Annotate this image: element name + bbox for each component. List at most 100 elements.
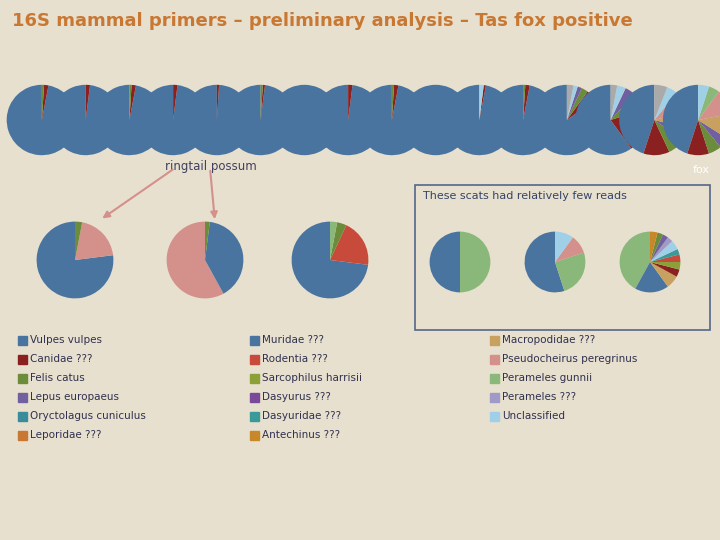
Wedge shape [444, 85, 515, 155]
Wedge shape [75, 222, 113, 260]
Wedge shape [663, 85, 698, 153]
Wedge shape [698, 85, 709, 120]
Wedge shape [166, 221, 223, 299]
Wedge shape [330, 221, 337, 260]
Wedge shape [654, 87, 677, 120]
Text: Pseudocheirus peregrinus: Pseudocheirus peregrinus [502, 354, 637, 364]
Text: fox
rodent: fox rodent [312, 259, 348, 281]
Wedge shape [86, 85, 90, 120]
Wedge shape [650, 262, 677, 287]
Wedge shape [654, 85, 667, 120]
Wedge shape [138, 85, 208, 155]
Wedge shape [42, 85, 48, 120]
Wedge shape [698, 91, 720, 120]
Text: Perameles gunnii: Perameles gunnii [502, 373, 592, 383]
Bar [490, 411, 499, 421]
Wedge shape [611, 94, 644, 120]
Text: 16S mammal primers – preliminary analysis – Tas fox positive: 16S mammal primers – preliminary analysi… [12, 12, 633, 30]
Wedge shape [313, 85, 383, 155]
Wedge shape [181, 85, 252, 155]
Bar [490, 335, 499, 345]
Wedge shape [37, 221, 113, 299]
Wedge shape [611, 109, 646, 148]
Wedge shape [292, 221, 368, 299]
Wedge shape [205, 222, 243, 294]
Wedge shape [480, 85, 486, 120]
Wedge shape [225, 85, 296, 155]
Wedge shape [698, 120, 720, 153]
Text: Felis catus: Felis catus [30, 373, 85, 383]
Wedge shape [620, 232, 650, 289]
Text: Dasyurus ???: Dasyurus ??? [262, 392, 331, 402]
Bar [250, 374, 259, 382]
Wedge shape [555, 253, 585, 291]
Wedge shape [650, 233, 663, 262]
Wedge shape [430, 232, 460, 292]
Bar [250, 411, 259, 421]
Text: fox: fox [197, 265, 214, 275]
Bar [250, 393, 259, 402]
Wedge shape [688, 120, 709, 155]
Wedge shape [567, 88, 588, 120]
Wedge shape [698, 120, 720, 147]
Text: Vulpes vulpes: Vulpes vulpes [30, 335, 102, 345]
Wedge shape [698, 86, 719, 120]
Text: fox: fox [693, 165, 710, 175]
Wedge shape [94, 85, 165, 155]
Wedge shape [611, 85, 617, 120]
Wedge shape [635, 262, 668, 292]
Text: Muridae ???: Muridae ??? [262, 335, 324, 345]
Wedge shape [460, 232, 490, 292]
Wedge shape [42, 85, 44, 120]
Bar [250, 335, 259, 345]
Bar [490, 393, 499, 402]
Wedge shape [650, 262, 680, 269]
Wedge shape [654, 120, 688, 141]
Wedge shape [575, 85, 631, 155]
Bar [415, 185, 710, 330]
Wedge shape [567, 85, 577, 120]
Wedge shape [531, 85, 602, 155]
Wedge shape [567, 86, 582, 120]
Wedge shape [650, 234, 668, 262]
Wedge shape [611, 85, 626, 120]
Wedge shape [488, 85, 558, 155]
Wedge shape [567, 91, 595, 120]
Wedge shape [525, 232, 564, 292]
Wedge shape [392, 85, 398, 120]
Text: Unclassified: Unclassified [502, 411, 565, 421]
Wedge shape [130, 85, 136, 120]
Wedge shape [330, 222, 346, 260]
Wedge shape [650, 238, 672, 262]
Bar [490, 354, 499, 363]
Wedge shape [261, 85, 263, 120]
Wedge shape [330, 225, 369, 265]
Bar [18, 335, 27, 345]
Text: Sarcophilus harrisii: Sarcophilus harrisii [262, 373, 362, 383]
Wedge shape [392, 85, 394, 120]
Bar [490, 374, 499, 382]
Wedge shape [567, 85, 573, 120]
Bar [18, 393, 27, 402]
Wedge shape [650, 249, 680, 262]
Wedge shape [650, 232, 657, 262]
Wedge shape [400, 85, 471, 155]
Wedge shape [6, 85, 77, 155]
Text: Leporidae ???: Leporidae ??? [30, 430, 102, 440]
Text: Macropodidae ???: Macropodidae ??? [502, 335, 595, 345]
Wedge shape [698, 113, 720, 139]
Text: fox: fox [66, 265, 84, 275]
Wedge shape [356, 85, 427, 155]
Wedge shape [644, 120, 670, 155]
Wedge shape [650, 241, 678, 262]
Bar [18, 411, 27, 421]
Wedge shape [654, 93, 688, 120]
Text: Dasyuridae ???: Dasyuridae ??? [262, 411, 341, 421]
Text: Canidae ???: Canidae ??? [30, 354, 92, 364]
Wedge shape [75, 221, 82, 260]
Wedge shape [650, 254, 680, 262]
Wedge shape [269, 85, 340, 155]
Wedge shape [555, 238, 584, 262]
Wedge shape [654, 120, 683, 152]
Wedge shape [130, 85, 132, 120]
